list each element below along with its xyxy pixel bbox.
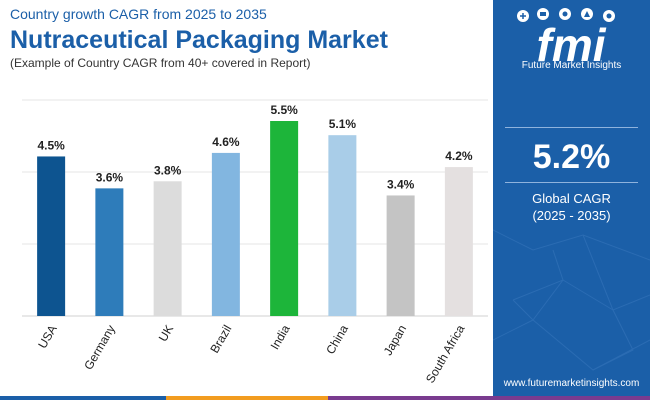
global-cagr-title: Global CAGR: [532, 191, 611, 206]
category-label: UK: [156, 323, 176, 344]
category-label: Japan: [381, 323, 409, 358]
category-label: China: [323, 322, 351, 356]
bar-usa: [37, 156, 66, 316]
chart-note: (Example of Country CAGR from 40+ covere…: [10, 56, 311, 70]
value-label: 5.5%: [270, 103, 298, 117]
bar-india: [270, 121, 299, 316]
global-cagr-period: (2025 - 2035): [532, 208, 611, 223]
footer-stripe-orange: [166, 396, 328, 400]
global-cagr-label: Global CAGR (2025 - 2035): [493, 190, 650, 224]
category-label: Brazil: [207, 323, 234, 356]
stat-divider-top: [505, 127, 638, 128]
bar-japan: [386, 195, 415, 316]
footer-stripe-purple: [328, 396, 650, 400]
global-cagr-value: 5.2%: [532, 138, 611, 176]
value-label: 5.1%: [329, 117, 357, 131]
bar-chart: 4.5% 3.6% 3.8% 4.6% 5.5% 5.1% 3.4% 4.2% USA Germ…: [22, 99, 488, 386]
bar-germany: [95, 188, 124, 316]
category-label: South Africa: [423, 322, 468, 385]
value-label: 4.2%: [445, 149, 473, 163]
logo-lettering: fmi: [537, 19, 607, 71]
category-label: Germany: [81, 323, 118, 373]
bar-south-africa: [444, 167, 473, 316]
stat-divider-bottom: [505, 182, 638, 183]
chart-subtitle: Country growth CAGR from 2025 to 2035: [10, 6, 267, 22]
bar-uk: [153, 181, 182, 316]
footer-stripe-blue: [0, 396, 166, 400]
value-label: 4.6%: [212, 135, 240, 149]
bar-china: [328, 135, 357, 316]
chart-title: Nutraceutical Packaging Market: [10, 26, 388, 54]
fmi-logo: fmi: [517, 8, 615, 71]
category-label: USA: [35, 323, 59, 351]
value-label: 3.8%: [154, 163, 182, 177]
category-label: India: [268, 322, 293, 352]
value-label: 3.6%: [96, 170, 124, 184]
chart-header: Country growth CAGR from 2025 to 2035 Nu…: [10, 6, 480, 71]
value-label: 4.5%: [37, 138, 65, 152]
sidebar-texture: [493, 229, 650, 371]
brand-name: Future Market Insights: [521, 60, 622, 71]
website-link[interactable]: www.futuremarketinsights.com: [503, 378, 640, 389]
value-label: 3.4%: [387, 177, 415, 191]
sidebar-panel: fmi Future Market Insights 5.2% Global C…: [493, 0, 650, 400]
bar-brazil: [211, 152, 240, 316]
